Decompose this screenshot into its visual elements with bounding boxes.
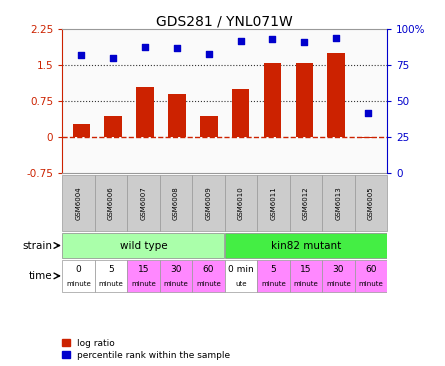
Text: minute: minute (131, 281, 156, 287)
Text: GSM6004: GSM6004 (76, 186, 81, 220)
Text: wild type: wild type (120, 240, 167, 250)
Text: 15: 15 (300, 265, 311, 274)
FancyBboxPatch shape (355, 260, 387, 292)
Point (142, 44, 149, 49)
Bar (105, 116, 122, 137)
Point (332, 35, 340, 41)
Text: 30: 30 (170, 265, 182, 274)
Text: minute: minute (164, 281, 188, 287)
Text: GSM6011: GSM6011 (271, 186, 276, 220)
Text: minute: minute (66, 281, 91, 287)
Point (78, 52, 85, 58)
FancyBboxPatch shape (95, 175, 127, 231)
Text: GSM6007: GSM6007 (141, 186, 146, 220)
FancyBboxPatch shape (225, 175, 257, 231)
FancyBboxPatch shape (322, 260, 355, 292)
FancyBboxPatch shape (290, 260, 322, 292)
Legend: log ratio, percentile rank within the sample: log ratio, percentile rank within the sa… (62, 339, 230, 360)
Point (237, 38, 244, 44)
Text: GSM6006: GSM6006 (108, 186, 114, 220)
Text: GSM6008: GSM6008 (173, 186, 179, 220)
FancyBboxPatch shape (127, 260, 160, 292)
Text: GSM6009: GSM6009 (206, 186, 211, 220)
Text: GSM6010: GSM6010 (238, 186, 244, 220)
FancyBboxPatch shape (322, 175, 355, 231)
Point (301, 39, 308, 45)
Text: 30: 30 (333, 265, 344, 274)
Text: minute: minute (261, 281, 286, 287)
FancyBboxPatch shape (257, 175, 290, 231)
Text: 5: 5 (108, 265, 114, 274)
Point (174, 45, 181, 51)
Text: GSM6005: GSM6005 (368, 186, 374, 220)
Bar (295, 63, 313, 137)
FancyBboxPatch shape (160, 175, 192, 231)
Bar (232, 89, 249, 137)
Text: minute: minute (294, 281, 318, 287)
FancyBboxPatch shape (257, 260, 290, 292)
Text: minute: minute (326, 281, 351, 287)
Text: 60: 60 (203, 265, 214, 274)
Text: 15: 15 (138, 265, 149, 274)
Text: minute: minute (99, 281, 123, 287)
FancyBboxPatch shape (355, 175, 387, 231)
Text: time: time (29, 271, 53, 281)
FancyBboxPatch shape (192, 175, 225, 231)
FancyBboxPatch shape (192, 260, 225, 292)
Bar (136, 87, 154, 137)
Text: kin82 mutant: kin82 mutant (271, 240, 341, 250)
Text: GSM6013: GSM6013 (336, 186, 341, 220)
Bar (73, 124, 90, 137)
Bar (264, 63, 281, 137)
FancyBboxPatch shape (290, 175, 322, 231)
Point (205, 51, 212, 57)
Text: ute: ute (235, 281, 247, 287)
FancyBboxPatch shape (225, 260, 257, 292)
Point (364, 110, 372, 116)
Text: strain: strain (23, 240, 53, 250)
Bar (200, 116, 218, 137)
Title: GDS281 / YNL071W: GDS281 / YNL071W (156, 14, 293, 28)
FancyBboxPatch shape (225, 233, 387, 258)
FancyBboxPatch shape (127, 175, 160, 231)
FancyBboxPatch shape (62, 233, 224, 258)
Text: 5: 5 (271, 265, 276, 274)
FancyBboxPatch shape (95, 260, 127, 292)
FancyBboxPatch shape (62, 175, 95, 231)
Point (269, 37, 276, 42)
Text: 0 min: 0 min (228, 265, 254, 274)
Text: 0: 0 (76, 265, 81, 274)
FancyBboxPatch shape (160, 260, 192, 292)
Point (110, 55, 117, 61)
Text: minute: minute (359, 281, 383, 287)
Bar (328, 53, 345, 137)
Bar (168, 94, 186, 137)
FancyBboxPatch shape (62, 260, 95, 292)
Bar (359, 137, 377, 138)
Text: 60: 60 (365, 265, 376, 274)
Text: GSM6012: GSM6012 (303, 186, 309, 220)
Text: minute: minute (196, 281, 221, 287)
